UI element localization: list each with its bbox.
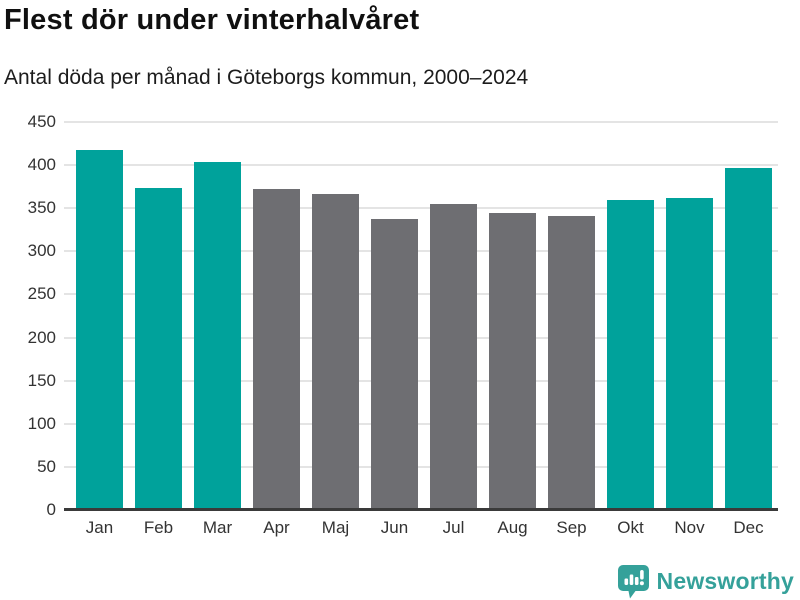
- x-tick-label-maj: Maj: [321, 518, 350, 537]
- gridline: [64, 293, 778, 296]
- gridline: [64, 207, 778, 210]
- bar-dec: [725, 167, 772, 510]
- gridline: [64, 422, 778, 425]
- bar-nov: [666, 197, 713, 510]
- bar-mar: [194, 161, 241, 510]
- y-tick-label: 0: [46, 500, 56, 519]
- x-tick-label-mar: Mar: [202, 518, 233, 537]
- chart-title: Flest dör under vinterhalvåret: [4, 4, 420, 36]
- gridline: [64, 121, 778, 123]
- x-tick-label-aug: Aug: [497, 518, 528, 537]
- x-tick-label-jul: Jul: [442, 518, 465, 537]
- brand-footer: Newsworthy: [617, 564, 794, 599]
- bar-feb: [135, 187, 182, 510]
- y-tick-label: 300: [27, 241, 56, 261]
- y-tick-label: 50: [37, 456, 56, 476]
- x-tick-label-feb: Feb: [143, 518, 174, 537]
- y-tick-label: 250: [27, 284, 56, 304]
- y-tick-label: 400: [27, 155, 56, 175]
- bar-chart-speech-bubble-icon: [617, 565, 649, 599]
- x-tick-label-okt: Okt: [617, 518, 644, 537]
- bar-aug: [489, 213, 536, 510]
- x-tick-label-sep: Sep: [556, 518, 587, 537]
- brand-name: Newsworthy: [656, 568, 794, 594]
- gridline: [64, 164, 778, 167]
- x-tick-label-jun: Jun: [380, 518, 409, 537]
- bar-maj: [312, 194, 359, 510]
- gridline: [64, 336, 778, 339]
- y-tick-label: 100: [27, 413, 56, 433]
- bar-jul: [430, 203, 477, 510]
- x-tick-label-nov: Nov: [674, 518, 705, 537]
- bar-apr: [253, 189, 300, 510]
- y-tick-label: 350: [27, 198, 56, 218]
- gridline: [64, 250, 778, 253]
- x-axis-line: [64, 508, 778, 511]
- chart-subtitle: Antal döda per månad i Göteborgs kommun,…: [4, 66, 529, 89]
- x-tick-label-jan: Jan: [85, 518, 114, 537]
- x-tick-label-apr: Apr: [263, 518, 290, 537]
- y-tick-label: 200: [27, 327, 56, 347]
- y-tick-label: 450: [27, 112, 56, 131]
- y-tick-label: 150: [27, 370, 56, 390]
- gridline: [64, 465, 778, 468]
- bar-sep: [548, 215, 595, 510]
- bar-jun: [371, 219, 418, 510]
- bar-okt: [607, 199, 654, 510]
- x-tick-label-dec: Dec: [733, 518, 764, 537]
- bar-jan: [76, 150, 123, 510]
- gridline: [64, 379, 778, 382]
